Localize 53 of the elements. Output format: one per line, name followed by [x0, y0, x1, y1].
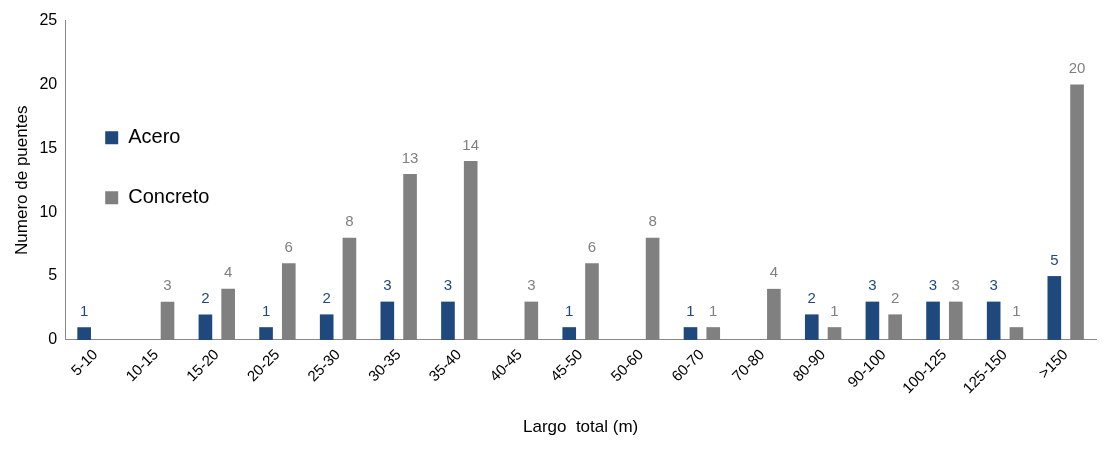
data-label: 4	[223, 263, 233, 281]
bar	[319, 314, 334, 340]
y-tick-label: 15	[39, 138, 58, 156]
data-label: 3	[928, 276, 938, 294]
data-label: 8	[648, 212, 657, 230]
data-label: 1	[1012, 301, 1021, 319]
y-tick-label: 25	[39, 11, 58, 29]
data-label: 14	[462, 135, 480, 153]
bar	[562, 327, 577, 340]
data-label: 2	[890, 289, 900, 307]
legend-label: Concreto	[128, 185, 210, 208]
data-label: 1	[565, 301, 574, 319]
bar	[865, 301, 880, 340]
legend-label: Acero	[128, 125, 181, 148]
data-label: 2	[807, 289, 816, 307]
data-label: 2	[201, 289, 210, 307]
bar	[804, 314, 819, 340]
x-axis-title: Largo total (m)	[522, 417, 639, 437]
bar	[926, 301, 940, 340]
bar	[198, 314, 213, 340]
bar	[1047, 276, 1062, 340]
data-label: 3	[868, 276, 877, 294]
data-label: 8	[345, 212, 354, 230]
x-tick-label: 5-10	[67, 345, 101, 379]
y-tick-label: 20	[39, 74, 58, 92]
data-label: 20	[1068, 59, 1086, 77]
bar	[77, 327, 91, 340]
data-label: 1	[709, 301, 718, 319]
bar	[683, 327, 698, 340]
bar	[380, 301, 395, 340]
y-tick-label: 5	[48, 266, 58, 284]
data-label: 3	[443, 276, 453, 294]
data-label: 5	[1050, 250, 1059, 268]
y-axis-title: Numero de puentes	[11, 105, 31, 255]
y-tick-label: 10	[39, 202, 58, 220]
bar	[259, 327, 273, 340]
data-label: 1	[830, 301, 839, 319]
data-label: 1	[261, 301, 271, 319]
data-label: 13	[401, 148, 419, 166]
data-label: 3	[163, 276, 172, 294]
data-label: 1	[686, 301, 695, 319]
y-tick-label: 0	[48, 330, 58, 348]
data-label: 6	[284, 237, 293, 255]
data-label: 6	[587, 237, 597, 255]
bar	[986, 301, 1001, 340]
data-label: 3	[383, 276, 392, 294]
data-label: 1	[79, 301, 89, 319]
data-label: 4	[769, 263, 779, 281]
data-label: 3	[951, 276, 960, 294]
data-label: 3	[989, 276, 998, 294]
data-label: 2	[322, 289, 331, 307]
data-label: 3	[527, 276, 536, 294]
bar	[441, 301, 455, 340]
